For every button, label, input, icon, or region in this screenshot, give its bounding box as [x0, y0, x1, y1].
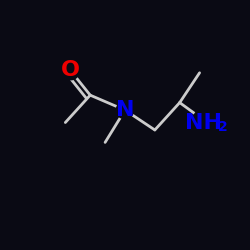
Text: 2: 2	[218, 120, 228, 134]
Text: N: N	[116, 100, 134, 120]
Circle shape	[61, 61, 80, 80]
Text: NH: NH	[185, 112, 222, 132]
Circle shape	[116, 102, 134, 119]
Circle shape	[192, 108, 222, 138]
Text: O: O	[61, 60, 80, 80]
